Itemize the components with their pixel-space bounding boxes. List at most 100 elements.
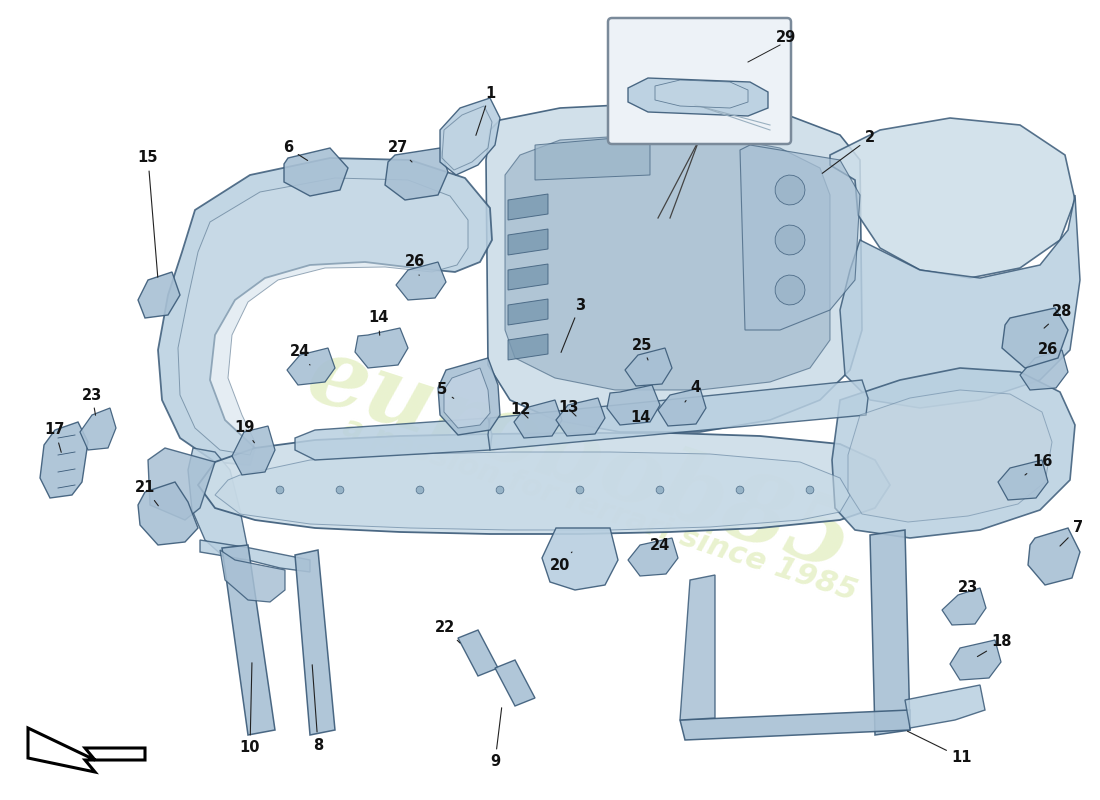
- Polygon shape: [740, 145, 860, 330]
- Polygon shape: [355, 328, 408, 368]
- Polygon shape: [276, 486, 284, 494]
- Polygon shape: [736, 486, 744, 494]
- Polygon shape: [496, 486, 504, 494]
- Text: 17: 17: [45, 422, 65, 452]
- Polygon shape: [776, 225, 805, 255]
- Polygon shape: [28, 728, 145, 772]
- Text: 29: 29: [776, 30, 796, 46]
- Text: 15: 15: [138, 150, 158, 278]
- Text: 18: 18: [978, 634, 1012, 657]
- Polygon shape: [658, 388, 706, 426]
- Polygon shape: [188, 448, 248, 560]
- Polygon shape: [80, 408, 116, 450]
- Text: 24: 24: [290, 345, 310, 365]
- Polygon shape: [488, 380, 868, 450]
- Text: 1: 1: [476, 86, 495, 135]
- Polygon shape: [148, 448, 214, 520]
- Polygon shape: [942, 588, 986, 625]
- Polygon shape: [654, 80, 748, 108]
- Polygon shape: [295, 550, 336, 735]
- Text: 22: 22: [434, 621, 460, 643]
- Polygon shape: [486, 104, 862, 432]
- Polygon shape: [628, 78, 768, 116]
- Polygon shape: [178, 178, 468, 455]
- Text: 21: 21: [135, 481, 158, 506]
- Polygon shape: [214, 452, 850, 530]
- Polygon shape: [607, 385, 660, 425]
- Text: 8: 8: [312, 665, 323, 753]
- Polygon shape: [508, 334, 548, 360]
- Polygon shape: [40, 422, 88, 498]
- Polygon shape: [625, 348, 672, 386]
- Text: 5: 5: [437, 382, 453, 398]
- Polygon shape: [232, 426, 275, 475]
- Polygon shape: [1020, 350, 1068, 390]
- FancyBboxPatch shape: [608, 18, 791, 144]
- Polygon shape: [535, 135, 650, 180]
- Polygon shape: [295, 418, 492, 460]
- Text: 6: 6: [283, 141, 308, 161]
- Text: 25: 25: [631, 338, 652, 360]
- Text: 23: 23: [958, 581, 978, 595]
- Polygon shape: [680, 575, 715, 720]
- Text: 11: 11: [908, 731, 972, 766]
- Polygon shape: [138, 482, 198, 545]
- Text: 24: 24: [650, 538, 670, 553]
- Text: 14: 14: [630, 410, 650, 426]
- Text: 16: 16: [1025, 454, 1053, 475]
- Polygon shape: [776, 275, 805, 305]
- Polygon shape: [508, 264, 548, 290]
- Polygon shape: [220, 550, 285, 602]
- Polygon shape: [508, 299, 548, 325]
- Polygon shape: [396, 262, 446, 300]
- Text: 19: 19: [234, 421, 254, 442]
- Polygon shape: [284, 148, 348, 196]
- Polygon shape: [542, 528, 618, 590]
- Polygon shape: [442, 106, 492, 170]
- Polygon shape: [806, 486, 814, 494]
- Text: 2: 2: [822, 130, 876, 174]
- Text: eurobob85: eurobob85: [296, 330, 865, 590]
- Polygon shape: [200, 540, 310, 572]
- Text: 23: 23: [81, 387, 102, 415]
- Polygon shape: [680, 710, 910, 740]
- Polygon shape: [870, 530, 910, 735]
- Polygon shape: [138, 272, 180, 318]
- Polygon shape: [905, 685, 984, 728]
- Polygon shape: [508, 194, 548, 220]
- Text: 28: 28: [1044, 305, 1072, 328]
- Polygon shape: [1028, 528, 1080, 585]
- Polygon shape: [848, 390, 1052, 522]
- Text: 7: 7: [1060, 521, 1083, 546]
- Polygon shape: [337, 486, 344, 494]
- Polygon shape: [508, 229, 548, 255]
- Polygon shape: [505, 135, 830, 390]
- Polygon shape: [458, 630, 498, 676]
- Polygon shape: [950, 640, 1001, 680]
- Text: 4: 4: [685, 381, 700, 402]
- Text: 26: 26: [405, 254, 425, 275]
- Polygon shape: [495, 660, 535, 706]
- Polygon shape: [556, 398, 605, 436]
- Text: 12: 12: [509, 402, 530, 418]
- Polygon shape: [440, 98, 500, 175]
- Polygon shape: [832, 368, 1075, 538]
- Polygon shape: [444, 368, 490, 428]
- Text: 26: 26: [1038, 342, 1058, 358]
- Polygon shape: [776, 175, 805, 205]
- Polygon shape: [385, 148, 448, 200]
- Polygon shape: [657, 486, 664, 494]
- Text: a passion for ferrari since 1985: a passion for ferrari since 1985: [339, 413, 861, 607]
- Text: 14: 14: [367, 310, 388, 335]
- Text: 3: 3: [561, 298, 585, 353]
- Polygon shape: [628, 538, 678, 576]
- Polygon shape: [158, 158, 492, 465]
- Polygon shape: [198, 433, 890, 534]
- Polygon shape: [438, 358, 500, 435]
- Polygon shape: [222, 545, 275, 735]
- Text: 27: 27: [388, 141, 412, 162]
- Polygon shape: [1002, 308, 1068, 368]
- Text: 20: 20: [550, 552, 572, 573]
- Polygon shape: [998, 460, 1048, 500]
- Polygon shape: [576, 486, 584, 494]
